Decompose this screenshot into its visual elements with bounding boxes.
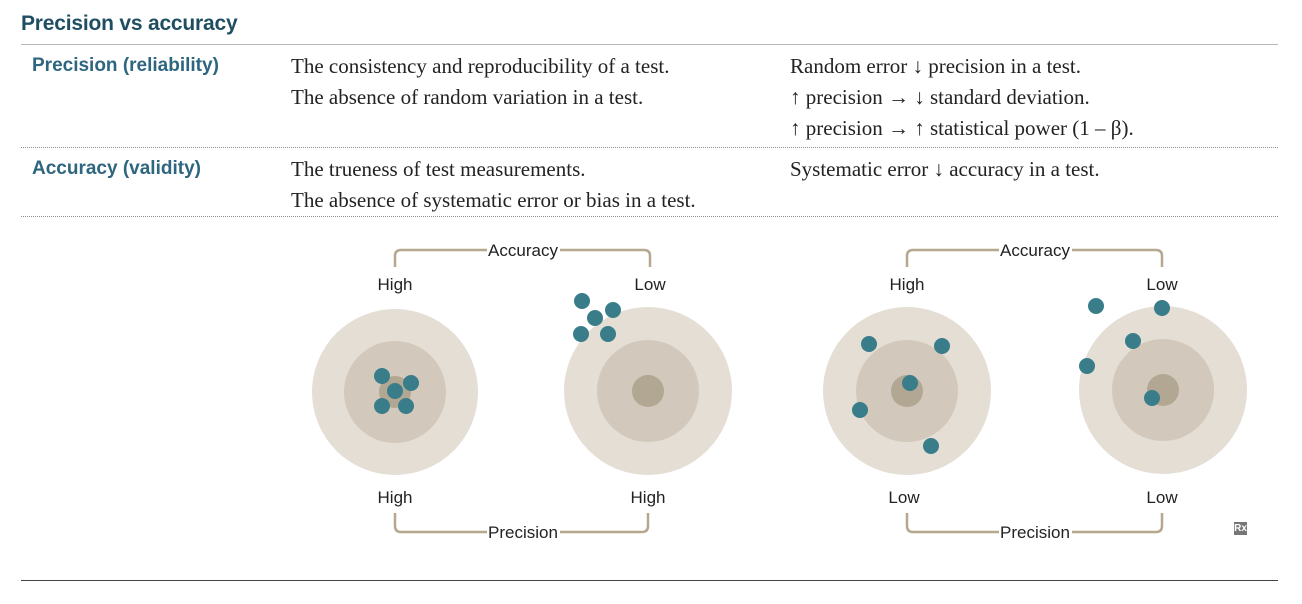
shot-dot	[600, 326, 616, 342]
accuracy-label: Accuracy	[1000, 241, 1070, 260]
precision-left-label: Low	[888, 488, 920, 507]
precision-effects: Random error ↓ precision in a test. ↑ pr…	[790, 51, 1134, 144]
shot-dot	[852, 402, 868, 418]
shot-dot	[902, 375, 918, 391]
accuracy-definition-line: The trueness of test measurements.	[291, 157, 586, 181]
accuracy-high-label: High	[378, 275, 413, 294]
shot-dot	[934, 338, 950, 354]
shot-dot	[587, 310, 603, 326]
precision-bracket-left	[905, 513, 999, 534]
precision-label: Precision	[488, 523, 558, 542]
page-title: Precision vs accuracy	[21, 12, 238, 35]
precision-label: Precision	[1000, 523, 1070, 542]
accuracy-definition: The trueness of test measurements. The a…	[291, 154, 696, 216]
accuracy-low-label: Low	[634, 275, 666, 294]
precision-effect-line: Random error ↓ precision in a test.	[790, 54, 1082, 78]
accuracy-effect-line: Systematic error ↓ accuracy in a test.	[790, 157, 1100, 181]
precision-bracket-right	[560, 513, 650, 534]
bottom-rule	[21, 580, 1278, 581]
accuracy-heading: Accuracy (validity)	[32, 158, 201, 179]
target-high-accuracy-low-precision	[823, 307, 991, 475]
accuracy-bracket-right	[560, 248, 652, 267]
shot-dot	[605, 302, 621, 318]
shot-dot	[1088, 298, 1104, 314]
shot-dot	[374, 368, 390, 384]
row-divider	[21, 216, 1278, 217]
shot-dot	[403, 375, 419, 391]
accuracy-effects: Systematic error ↓ accuracy in a test.	[790, 154, 1100, 185]
accuracy-bracket-left	[905, 248, 999, 267]
target-low-accuracy-high-precision	[564, 293, 732, 475]
target-high-accuracy-high-precision	[312, 309, 478, 475]
accuracy-label: Accuracy	[488, 241, 558, 260]
precision-definition-line: The consistency and reproducibility of a…	[291, 54, 670, 78]
precision-bracket-left	[393, 513, 487, 534]
accuracy-high-label: High	[890, 275, 925, 294]
precision-bracket-right	[1072, 513, 1164, 534]
diagram-high-precision: Accuracy High Low High High Precisi	[312, 241, 732, 542]
target-low-accuracy-low-precision	[1079, 298, 1247, 474]
precision-right-label: High	[631, 488, 666, 507]
precision-right-label: Low	[1146, 488, 1178, 507]
accuracy-bracket-left	[393, 248, 487, 267]
rx-badge-icon: Rx	[1234, 522, 1247, 535]
top-rule	[21, 44, 1278, 45]
accuracy-definition-line: The absence of systematic error or bias …	[291, 188, 696, 212]
shot-dot	[861, 336, 877, 352]
shot-dot	[1154, 300, 1170, 316]
shot-dot	[387, 383, 403, 399]
diagram-low-precision: Accuracy High Low Low Low Precision	[823, 241, 1247, 542]
precision-effect-line: ↑ precision → ↓ standard deviation.	[790, 85, 1090, 109]
precision-definition: The consistency and reproducibility of a…	[291, 51, 669, 113]
shot-dot	[374, 398, 390, 414]
shot-dot	[923, 438, 939, 454]
shot-dot	[398, 398, 414, 414]
precision-definition-line: The absence of random variation in a tes…	[291, 85, 644, 109]
shot-dot	[1125, 333, 1141, 349]
shot-dot	[1144, 390, 1160, 406]
shot-dot	[573, 326, 589, 342]
shot-dot	[574, 293, 590, 309]
precision-left-label: High	[378, 488, 413, 507]
shot-dot	[1079, 358, 1095, 374]
precision-effect-line: ↑ precision → ↑ statistical power (1 – β…	[790, 116, 1134, 140]
precision-heading: Precision (reliability)	[32, 55, 219, 76]
accuracy-low-label: Low	[1146, 275, 1178, 294]
row-divider	[21, 147, 1278, 148]
accuracy-bracket-right	[1072, 248, 1164, 267]
